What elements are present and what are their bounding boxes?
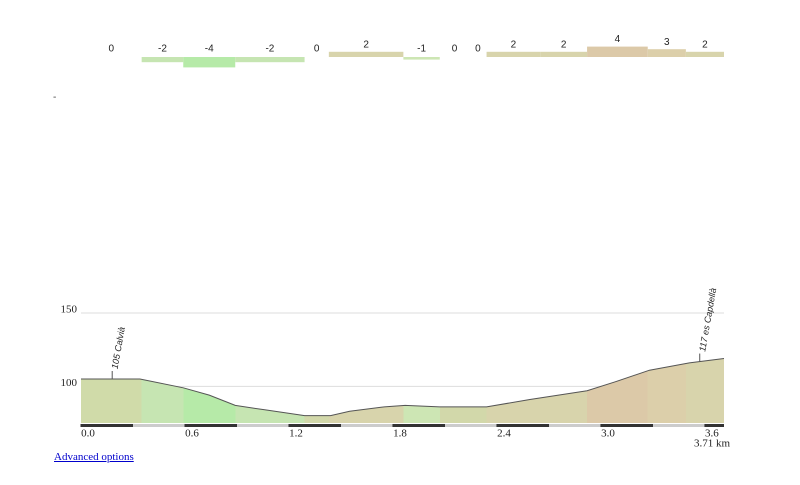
axis-bar <box>393 424 445 427</box>
gradient-label: 0 <box>452 44 458 55</box>
gradient-label: 2 <box>511 39 517 50</box>
annotation: 117 es Capdellà <box>697 287 718 352</box>
gradient-bar <box>141 57 184 63</box>
axis-bar <box>497 424 549 427</box>
gradient-bar <box>235 57 305 63</box>
axis-bar <box>653 424 705 427</box>
axis-bar <box>81 424 133 427</box>
gradient-bar <box>647 49 686 57</box>
axis-bar <box>237 424 289 427</box>
gradient-label: -1 <box>417 44 426 55</box>
gradient-bar <box>403 57 440 60</box>
axis-bar <box>289 424 341 427</box>
y-tick-label: 150 <box>61 304 78 316</box>
annotation: 105 Calvià <box>110 326 127 370</box>
x-end-label: 3.71 km <box>694 438 731 450</box>
elevation-area <box>81 358 724 423</box>
gradient-label: -2 <box>158 44 167 55</box>
gradient-bar <box>540 51 588 57</box>
x-tick-label: 2.4 <box>497 428 511 440</box>
gradient-label: 0 <box>314 44 320 55</box>
gradient-label: -4 <box>205 44 214 55</box>
axis-bar <box>185 424 237 427</box>
stray-mark: - <box>53 92 57 103</box>
gradient-bar <box>685 51 724 57</box>
gradient-bar <box>486 51 541 57</box>
gradient-label: 2 <box>363 39 369 50</box>
gradient-label: 0 <box>109 44 115 55</box>
x-tick-label: 0.6 <box>185 428 199 440</box>
gradient-label: -2 <box>265 44 274 55</box>
axis-bar <box>133 424 185 427</box>
x-tick-label: 1.8 <box>393 428 407 440</box>
gradient-label: 2 <box>702 39 708 50</box>
axis-bar <box>341 424 393 427</box>
axis-bar <box>549 424 601 427</box>
gradient-bar <box>183 57 236 68</box>
x-tick-label: 3.6 <box>705 428 719 440</box>
gradient-bar <box>328 51 404 57</box>
x-tick-label: 3.0 <box>601 428 615 440</box>
gradient-bar <box>587 46 648 57</box>
gradient-label: 0 <box>475 44 481 55</box>
y-tick-label: 100 <box>61 377 78 389</box>
axis-bar <box>445 424 497 427</box>
axis-bar <box>705 424 724 427</box>
x-tick-label: 0.0 <box>81 428 95 440</box>
gradient-label: 2 <box>561 39 567 50</box>
gradient-label: 3 <box>664 37 670 48</box>
advanced-options-link[interactable]: Advanced options <box>54 451 134 463</box>
axis-bar <box>601 424 653 427</box>
elevation-line <box>81 357 725 417</box>
gradient-label: 4 <box>615 34 621 45</box>
x-tick-label: 1.2 <box>289 428 303 440</box>
